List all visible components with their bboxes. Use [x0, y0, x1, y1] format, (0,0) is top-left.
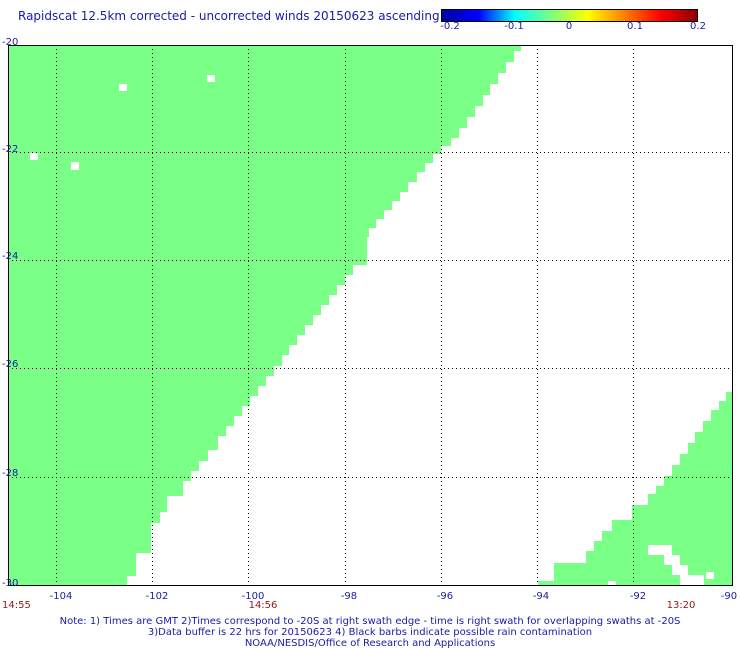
missing-cell	[680, 575, 704, 586]
lon-label: -90	[720, 591, 738, 602]
lon-label: -96	[436, 591, 454, 602]
colorbar-tick: 0.1	[627, 21, 643, 32]
right-swath	[538, 392, 733, 586]
footnote-line-2: 3)Data buffer is 22 hrs for 20150623 4) …	[147, 627, 593, 638]
missing-cell	[648, 545, 672, 555]
map-frame	[8, 45, 733, 586]
lon-label: -94	[532, 591, 550, 602]
lat-label: -26	[2, 359, 19, 370]
missing-cell	[608, 581, 616, 586]
wind-difference-map	[8, 45, 733, 586]
missing-cell	[119, 84, 127, 91]
missing-cell	[664, 555, 680, 565]
missing-cell	[672, 565, 688, 575]
lat-label: -30	[2, 578, 19, 589]
colorbar-tick: -0.2	[440, 21, 460, 32]
missing-cell	[207, 75, 215, 82]
lat-label: -22	[2, 144, 19, 155]
missing-cell	[71, 162, 79, 170]
lon-label: -100	[241, 591, 265, 602]
lat-label: -28	[2, 468, 19, 479]
left-swath	[8, 45, 521, 586]
lon-label: -104	[49, 591, 73, 602]
footnote-credit: NOAA/NESDIS/Office of Research and Appli…	[244, 638, 496, 649]
swath-time: 14:55	[2, 600, 31, 611]
lat-label: -24	[2, 251, 19, 262]
swath-fill	[8, 45, 733, 586]
lat-label: -20	[2, 37, 19, 48]
colorbar-tick: 0.2	[690, 21, 706, 32]
lon-label: -92	[629, 591, 647, 602]
footnote-line-1: Note: 1) Times are GMT 2)Times correspon…	[59, 616, 681, 627]
missing-cell	[30, 153, 38, 160]
swath-time: 13:20	[666, 600, 696, 611]
missing-cell	[706, 572, 714, 579]
colorbar-tick: 0	[565, 21, 573, 32]
missing-data-cells	[30, 75, 714, 586]
colorbar	[441, 9, 698, 22]
colorbar-tick: -0.1	[504, 21, 524, 32]
lon-label: -98	[340, 591, 358, 602]
chart-title: Rapidscat 12.5km corrected - uncorrected…	[18, 9, 440, 23]
swath-time: 14:56	[248, 600, 278, 611]
lon-label: -102	[145, 591, 169, 602]
